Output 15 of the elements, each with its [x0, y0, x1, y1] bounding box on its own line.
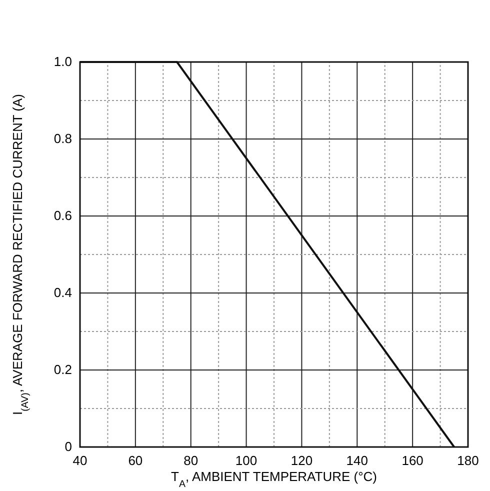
y-tick-label: 0.8 [54, 131, 72, 146]
y-tick-label: 0.4 [54, 285, 72, 300]
y-tick-label: 0 [64, 439, 72, 454]
x-axis-title: T$_{A}$, AMBIENT TEMPERATURE (°C) [170, 469, 378, 490]
x-tick-label: 100 [235, 453, 258, 468]
x-tick-label: 140 [346, 453, 368, 468]
y-tick-label: 0.6 [54, 208, 72, 223]
x-tick-label: 80 [184, 453, 198, 468]
x-tick-label: 160 [402, 453, 424, 468]
y-tick-label: 1.0 [54, 54, 72, 69]
x-tick-label: 40 [72, 453, 88, 468]
y-tick-label: 0.2 [54, 362, 72, 377]
x-tick-label: 120 [290, 453, 313, 468]
x-tick-label: 180 [457, 453, 479, 468]
x-tick-label: 60 [128, 453, 143, 468]
